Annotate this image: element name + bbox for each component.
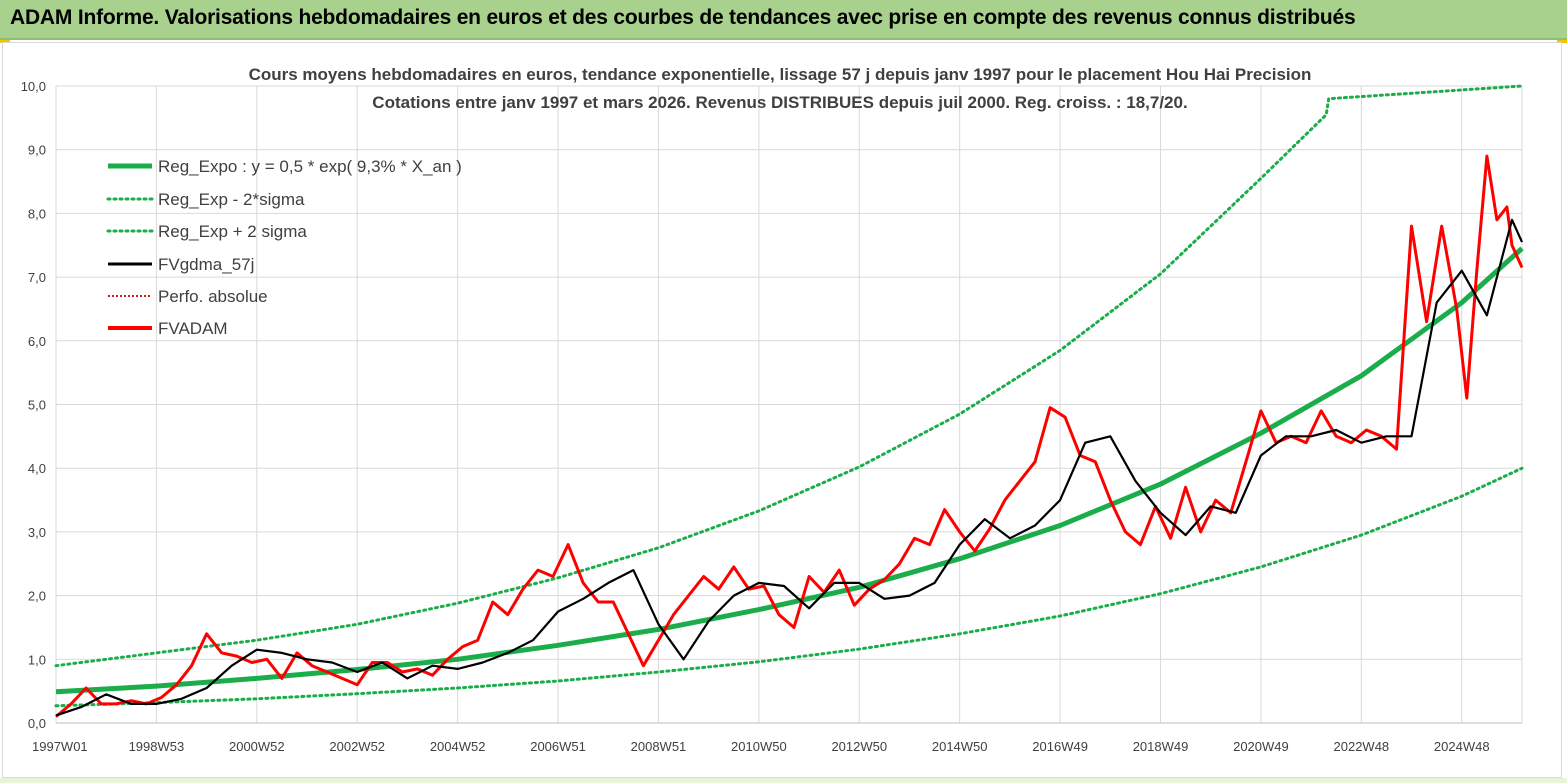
- legend-label-fvadam: FVADAM: [158, 319, 228, 338]
- x-tick-label: 2004W52: [430, 739, 486, 754]
- chart-title: Cours moyens hebdomadaires en euros, ten…: [249, 65, 1312, 84]
- x-tick-label: 2008W51: [631, 739, 687, 754]
- x-tick-label: 2020W49: [1233, 739, 1289, 754]
- chart-subtitle: Cotations entre janv 1997 et mars 2026. …: [372, 93, 1187, 112]
- legend-label-fvgdma: FVgdma_57j: [158, 255, 254, 274]
- series-layer: [54, 84, 1524, 718]
- y-tick-label: 2,0: [28, 589, 46, 604]
- series-reg-plus: [54, 84, 1524, 668]
- legend: Reg_Expo : y = 0,5 * exp( 9,3% * X_an ) …: [106, 157, 462, 338]
- y-tick-label: 8,0: [28, 206, 46, 221]
- x-tick-label: 2016W49: [1032, 739, 1088, 754]
- x-tick-label: 2018W49: [1133, 739, 1189, 754]
- x-tick-label: 2000W52: [229, 739, 285, 754]
- series-fvgdma: [55, 218, 1524, 717]
- corner-mark-left: [0, 40, 10, 43]
- legend-label-reg-plus: Reg_Exp + 2 sigma: [158, 222, 307, 241]
- series-fvadam: [55, 154, 1524, 718]
- x-tick-label: 2012W50: [831, 739, 887, 754]
- x-tick-label: 2022W48: [1334, 739, 1390, 754]
- header-banner: ADAM Informe. Valorisations hebdomadaire…: [0, 0, 1567, 40]
- y-axis: 0,0 1,0 2,0 3,0 4,0 5,0 6,0 7,0 8,0 9,0 10,0: [21, 79, 46, 731]
- y-tick-label: 10,0: [21, 79, 46, 94]
- y-tick-label: 7,0: [28, 270, 46, 285]
- series-reg-expo: [55, 246, 1524, 695]
- legend-label-reg-expo: Reg_Expo : y = 0,5 * exp( 9,3% * X_an ): [158, 157, 462, 176]
- y-tick-label: 3,0: [28, 525, 46, 540]
- y-tick-label: 9,0: [28, 143, 46, 158]
- x-tick-label: 2024W48: [1434, 739, 1490, 754]
- x-tick-label: 1997W01: [32, 739, 88, 754]
- bottom-strip: [0, 778, 1567, 783]
- corner-mark-right: [1557, 40, 1567, 43]
- legend-label-perfo: Perfo. absolue: [158, 287, 268, 306]
- banner-title: ADAM Informe. Valorisations hebdomadaire…: [10, 6, 1356, 29]
- y-tick-label: 1,0: [28, 652, 46, 667]
- x-tick-label: 1998W53: [129, 739, 185, 754]
- y-tick-label: 4,0: [28, 461, 46, 476]
- x-axis: 1997W01 1998W53 2000W52 2002W52 2004W52 2006W…: [32, 739, 1490, 754]
- gridlines: [55, 85, 1523, 724]
- y-tick-label: 0,0: [28, 716, 46, 731]
- y-tick-label: 5,0: [28, 398, 46, 413]
- y-tick-label: 6,0: [28, 334, 46, 349]
- chart-frame: [2, 42, 1562, 778]
- legend-label-reg-minus: Reg_Exp - 2*sigma: [158, 190, 305, 209]
- x-tick-label: 2006W51: [530, 739, 586, 754]
- series-reg-minus: [54, 466, 1524, 708]
- x-tick-label: 2002W52: [329, 739, 385, 754]
- x-tick-label: 2014W50: [932, 739, 988, 754]
- x-tick-label: 2010W50: [731, 739, 787, 754]
